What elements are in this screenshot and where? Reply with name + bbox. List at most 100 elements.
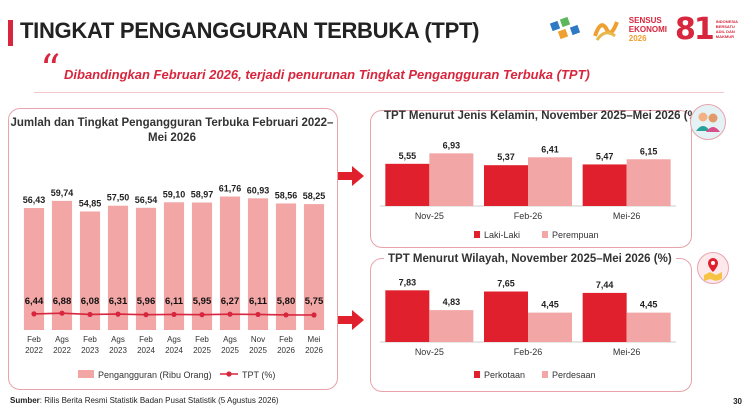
x-tick-label: Mei-26 bbox=[613, 211, 641, 221]
bar-series-1 bbox=[582, 292, 627, 342]
arrow-right-icon bbox=[338, 310, 364, 330]
bar-value-label: 59,74 bbox=[51, 188, 74, 198]
x-tick-label-month: Feb bbox=[83, 335, 97, 344]
tpt-point bbox=[227, 311, 233, 317]
x-tick-label-year: 2025 bbox=[193, 346, 211, 355]
tpt-point bbox=[199, 312, 205, 318]
bar-unemployment bbox=[23, 208, 45, 330]
bar-value-label: 5,47 bbox=[596, 151, 614, 161]
legend-label-series-2: Perempuan bbox=[552, 230, 599, 240]
bar-value-label: 6,15 bbox=[640, 146, 658, 156]
bar-series-1 bbox=[582, 164, 627, 206]
gender-chart-title: TPT Menurut Jenis Kelamin, November 2025… bbox=[384, 110, 702, 122]
bar-series-2 bbox=[429, 310, 474, 342]
bar-value-label: 57,50 bbox=[107, 193, 130, 203]
bar-unemployment bbox=[219, 196, 241, 330]
legend-label-bar: Pengangguran (Ribu Orang) bbox=[98, 370, 212, 380]
tpt-point bbox=[31, 311, 37, 317]
region-bar-chart: 7,83 4,83 Nov-25 7,65 4,45 Feb-26 7,44 4,45 Mei-… bbox=[380, 277, 676, 380]
bar-value-label: 6,41 bbox=[541, 144, 559, 154]
gender-bar-chart: 5,55 6,93 Nov-25 5,37 6,41 Feb-26 5,47 6,15 Mei-… bbox=[380, 140, 676, 240]
bar-series-1 bbox=[484, 291, 528, 342]
legend-swatch-series-1 bbox=[474, 231, 480, 238]
tpt-value-label: 5,80 bbox=[277, 296, 296, 307]
legend-label-tpt: TPT (%) bbox=[242, 370, 275, 380]
tpt-point bbox=[143, 312, 149, 318]
divider bbox=[34, 92, 724, 93]
x-tick-label-year: 2022 bbox=[25, 346, 43, 355]
x-tick-label: Mei-26 bbox=[613, 347, 641, 357]
left-chart-title-text: Jumlah dan Tingkat Pengangguran Terbuka … bbox=[10, 117, 334, 144]
bar-series-2 bbox=[429, 153, 474, 206]
bar-value-label: 7,65 bbox=[497, 279, 515, 289]
bar-series-2 bbox=[528, 312, 572, 342]
bar-value-label: 56,43 bbox=[23, 195, 46, 205]
x-tick-label-year: 2026 bbox=[305, 346, 323, 355]
tpt-value-label: 5,75 bbox=[305, 296, 324, 307]
x-tick-label: Nov-25 bbox=[415, 211, 444, 221]
x-tick-label-month: Feb bbox=[139, 335, 153, 344]
sensus-line-1: SENSUS bbox=[628, 15, 662, 25]
bar-value-label: 59,10 bbox=[163, 189, 186, 199]
tpt-value-label: 6,88 bbox=[53, 296, 72, 307]
tpt-value-label: 5,96 bbox=[137, 296, 156, 307]
bar-value-label: 58,97 bbox=[191, 190, 214, 200]
x-tick-label-month: Ags bbox=[167, 335, 181, 344]
highlight-statement: Dibandingkan Februari 2026, terjadi penu… bbox=[64, 67, 590, 82]
x-tick-label-year: 2024 bbox=[137, 346, 155, 355]
bar-unemployment bbox=[303, 204, 325, 330]
x-tick-label-month: Feb bbox=[195, 335, 209, 344]
bar-series-1 bbox=[385, 163, 430, 206]
legend-marker-tpt bbox=[226, 371, 232, 377]
title-accent-bar bbox=[8, 20, 13, 46]
tpt-value-label: 6,31 bbox=[109, 296, 128, 307]
bps-logo-icon bbox=[549, 16, 580, 40]
x-tick-label-month: Feb bbox=[27, 335, 41, 344]
people-icon bbox=[690, 104, 726, 140]
bar-value-label: 60,93 bbox=[247, 185, 270, 195]
legend-swatch-series-2 bbox=[542, 371, 548, 378]
bar-value-label: 5,55 bbox=[399, 151, 417, 161]
source-label: Sumber bbox=[10, 396, 40, 405]
bar-value-label: 4,45 bbox=[640, 300, 658, 310]
tpt-point bbox=[87, 311, 93, 318]
bar-unemployment bbox=[191, 202, 213, 330]
bar-value-label: 61,76 bbox=[219, 184, 242, 194]
bar-value-label: 58,25 bbox=[303, 191, 326, 201]
bar-unemployment bbox=[135, 207, 157, 330]
source-note: Sumber: Rilis Berita Resmi Statistik Bad… bbox=[10, 396, 279, 405]
page-title: TINGKAT PENGANGGURAN TERBUKA (TPT) bbox=[20, 18, 480, 43]
bar-series-1 bbox=[484, 165, 528, 206]
page-number: 30 bbox=[733, 397, 742, 406]
tpt-point bbox=[311, 312, 317, 318]
x-tick-label-year: 2022 bbox=[53, 346, 71, 355]
left-chart-title: Jumlah dan Tingkat Pengangguran Terbuka … bbox=[8, 116, 336, 146]
tpt-value-label: 6,11 bbox=[249, 296, 268, 307]
legend-label-series-1: Perkotaan bbox=[484, 370, 525, 380]
bar-value-label: 58,56 bbox=[275, 190, 298, 200]
quote-mark-icon: “ bbox=[40, 47, 61, 93]
anniv-line-2: BERSATU bbox=[715, 24, 735, 29]
region-chart-title: TPT Menurut Wilayah, November 2025–Mei 2… bbox=[384, 253, 676, 265]
bar-value-label: 5,37 bbox=[497, 152, 515, 162]
x-tick-label-year: 2023 bbox=[81, 346, 99, 355]
x-tick-label-month: Ags bbox=[55, 335, 69, 344]
bar-value-label: 7,83 bbox=[399, 277, 417, 287]
bar-series-2 bbox=[528, 157, 572, 206]
header-bar bbox=[0, 0, 750, 58]
x-tick-label-month: Nov bbox=[251, 335, 265, 344]
x-tick-label-month: Ags bbox=[111, 335, 125, 344]
x-tick-label: Feb-26 bbox=[514, 211, 543, 221]
tpt-value-label: 6,44 bbox=[25, 296, 44, 307]
tpt-value-label: 6,27 bbox=[221, 296, 240, 307]
tpt-point bbox=[115, 311, 121, 317]
bar-value-label: 4,45 bbox=[541, 300, 559, 310]
map-pin-icon bbox=[697, 252, 729, 284]
legend-label-series-1: Laki-Laki bbox=[484, 230, 520, 240]
tpt-value-label: 6,11 bbox=[165, 296, 184, 307]
sensus-logo-icon bbox=[592, 21, 619, 41]
legend-swatch-series-2 bbox=[542, 231, 548, 238]
sensus-line-2: EKONOMI bbox=[628, 24, 668, 34]
x-tick-label-year: 2023 bbox=[109, 346, 127, 355]
anniversary-logo: 81 INDONESIA BERSATU ADIL DAN MAKMUR bbox=[675, 12, 738, 47]
